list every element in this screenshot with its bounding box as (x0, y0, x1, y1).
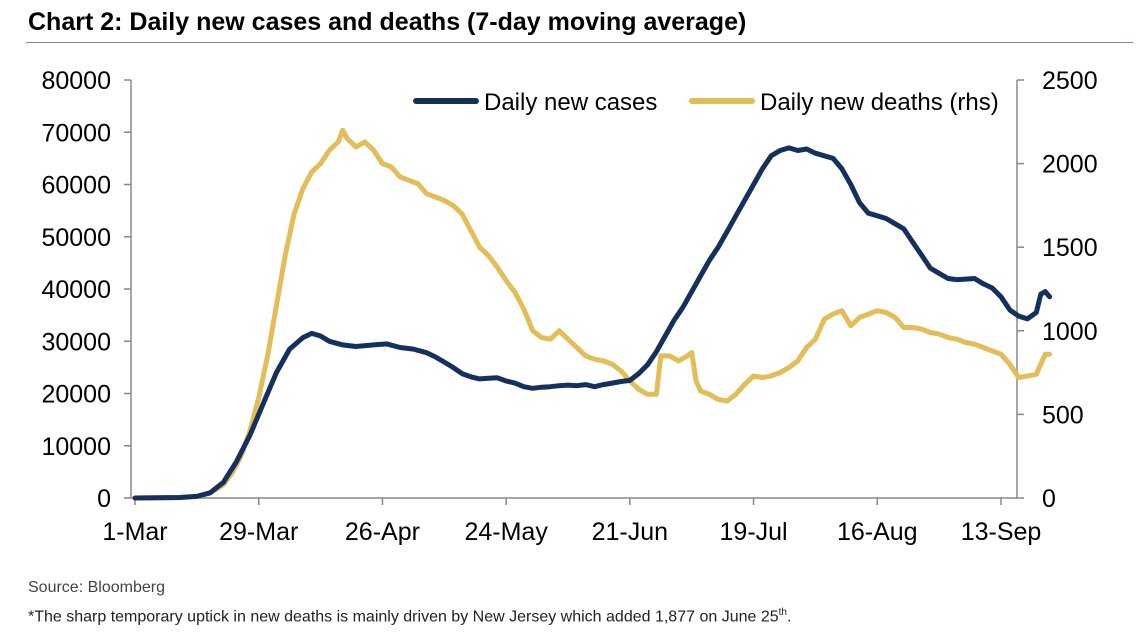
footnote: *The sharp temporary uptick in new death… (28, 607, 791, 626)
x-tick-label: 21-Jun (592, 518, 668, 546)
legend-label-deaths: Daily new deaths (rhs) (760, 89, 999, 116)
x-tick-label: 16-Aug (837, 518, 918, 546)
footnote-text: *The sharp temporary uptick in new death… (28, 608, 779, 626)
left-tick-label: 30000 (41, 328, 111, 356)
right-tick-label: 1500 (1042, 234, 1098, 262)
x-axis: 1-Mar 29-Mar 26-Apr 24-May 21-Jun 19-Jul 16-Au… (102, 497, 1042, 546)
left-tick-label: 10000 (41, 433, 111, 461)
x-tick-label: 13-Sep (961, 518, 1042, 546)
right-tick-label: 1000 (1042, 318, 1098, 346)
series-layer (132, 127, 1053, 501)
right-tick-label: 2000 (1042, 151, 1098, 179)
legend-label-cases: Daily new cases (484, 89, 657, 116)
legend: Daily new cases Daily new deaths (rhs) (413, 89, 999, 116)
source-note: Source: Bloomberg (28, 579, 165, 596)
left-tick-label: 80000 (41, 67, 111, 95)
right-y-axis: 0 500 1000 1500 2000 2500 (1016, 67, 1098, 513)
x-tick-label: 24-May (464, 518, 548, 546)
right-tick-label: 0 (1042, 485, 1056, 513)
left-tick-label: 0 (97, 485, 111, 513)
x-tick-label: 29-Mar (219, 518, 298, 546)
left-y-axis: 0 10000 20000 30000 40000 50000 60000 70000 8000… (41, 67, 132, 513)
footnote-superscript: th (778, 607, 787, 618)
title-divider (26, 42, 1133, 43)
left-tick-label: 70000 (41, 119, 111, 147)
cases-series-line (132, 145, 1053, 501)
line-chart: 0100002000030000400005000060000700008000… (41, 67, 1098, 546)
x-tick-label: 1-Mar (102, 518, 167, 546)
right-tick-label: 500 (1042, 401, 1084, 429)
chart-title: Chart 2: Daily new cases and deaths (7-d… (28, 8, 747, 36)
left-tick-label: 40000 (41, 276, 111, 304)
left-tick-label: 50000 (41, 224, 111, 252)
right-tick-label: 2500 (1042, 67, 1098, 95)
left-tick-label: 20000 (41, 381, 111, 409)
footnote-end: . (786, 608, 792, 626)
left-tick-label: 60000 (41, 172, 111, 200)
x-tick-label: 19-Jul (720, 518, 788, 546)
x-tick-label: 26-Apr (345, 518, 420, 546)
deaths-series-line (132, 127, 1053, 501)
